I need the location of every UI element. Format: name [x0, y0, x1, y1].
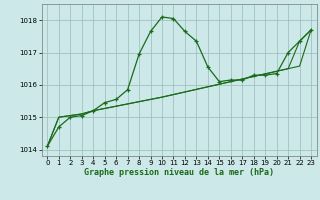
X-axis label: Graphe pression niveau de la mer (hPa): Graphe pression niveau de la mer (hPa): [84, 168, 274, 177]
